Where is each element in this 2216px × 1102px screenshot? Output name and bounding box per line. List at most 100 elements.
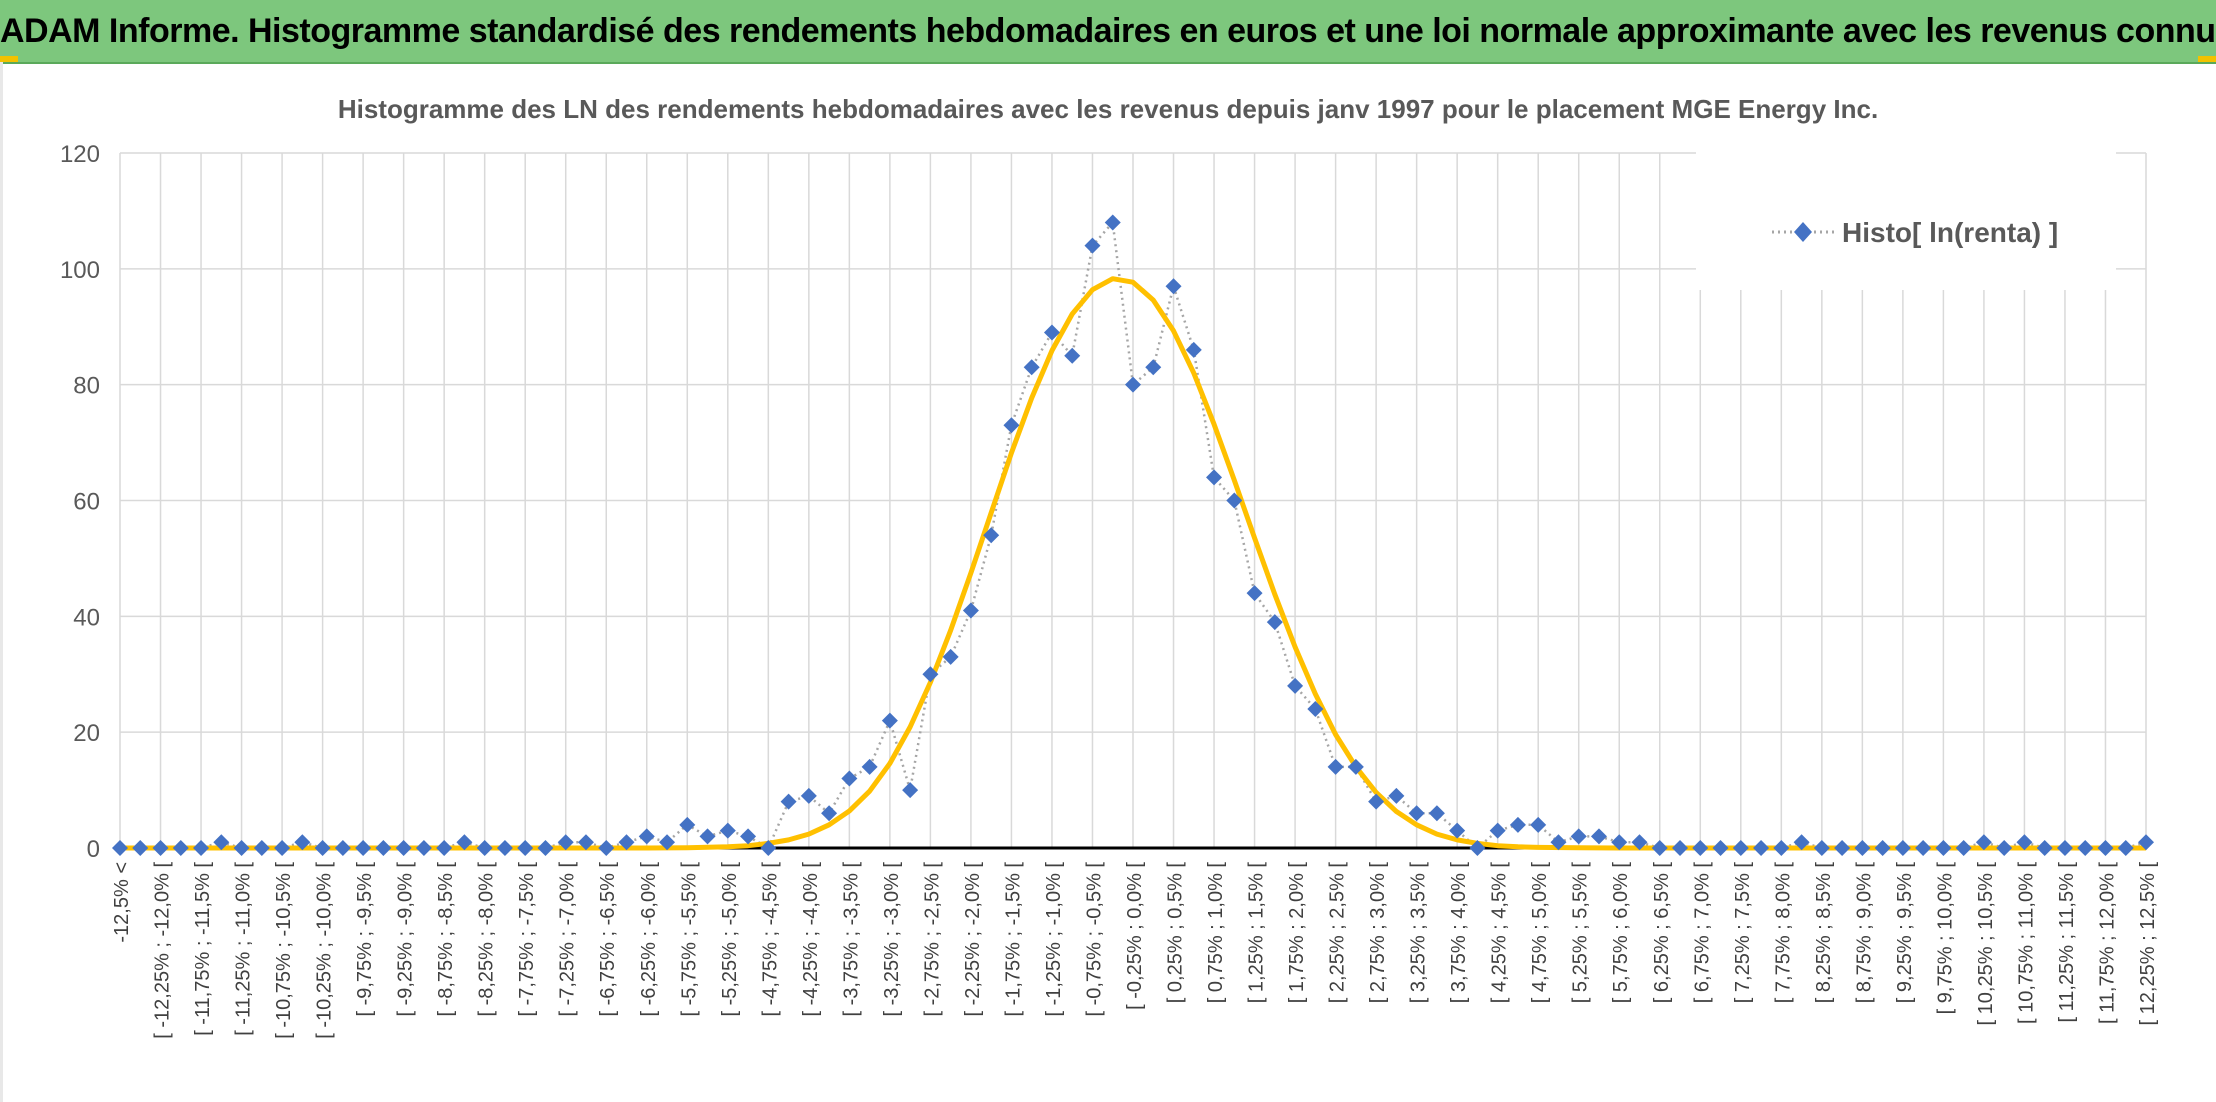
data-point-marker bbox=[841, 770, 858, 787]
x-tick-label: [ 1,25% ; 1,5% [ bbox=[1246, 862, 1268, 1004]
data-point-marker bbox=[1611, 834, 1628, 851]
data-point-marker bbox=[1773, 840, 1790, 856]
data-point-marker bbox=[1975, 834, 1992, 851]
data-point-marker bbox=[314, 840, 331, 856]
x-tick-label: [ 6,75% ; 7,0% [ bbox=[1691, 862, 1713, 1004]
data-point-marker bbox=[598, 840, 615, 856]
data-point-marker bbox=[1428, 805, 1445, 822]
data-point-marker bbox=[861, 758, 878, 775]
data-point-marker bbox=[1813, 840, 1830, 856]
x-tick-label: [ 12,25% ; 12,5% [ bbox=[2137, 862, 2159, 1026]
data-point-marker bbox=[638, 828, 655, 845]
data-point-marker bbox=[334, 840, 351, 856]
data-point-marker bbox=[1206, 469, 1223, 486]
accent-corner-right bbox=[2198, 56, 2216, 62]
x-tick-label: [ 0,75% ; 1,0% [ bbox=[1205, 862, 1227, 1004]
x-tick-label: [ -2,75% ; -2,5% [ bbox=[921, 862, 943, 1017]
x-tick-label: [ -7,75% ; -7,5% [ bbox=[516, 862, 538, 1017]
data-point-marker bbox=[1692, 840, 1709, 856]
x-tick-label: [ 5,25% ; 5,5% [ bbox=[1570, 862, 1592, 1004]
chart-title: Histogramme des LN des rendements hebdom… bbox=[338, 94, 1878, 124]
data-point-marker bbox=[193, 840, 210, 856]
data-point-marker bbox=[375, 840, 392, 856]
x-tick-label: [ -0,75% ; -0,5% [ bbox=[1083, 862, 1105, 1017]
data-point-marker bbox=[1064, 347, 1081, 364]
data-point-marker bbox=[1084, 237, 1101, 254]
data-point-marker bbox=[476, 840, 493, 856]
title-banner bbox=[0, 0, 2216, 64]
x-tick-label: [ 11,25% ; 11,5% [ bbox=[2056, 862, 2078, 1023]
data-point-marker bbox=[699, 828, 716, 845]
x-tick-label: [ -4,25% ; -4,0% [ bbox=[800, 862, 822, 1017]
x-tick-label: [ 4,75% ; 5,0% [ bbox=[1529, 862, 1551, 1004]
histogram-chart: Histogramme des LN des rendements hebdom… bbox=[60, 94, 2159, 1039]
data-point-marker bbox=[881, 712, 898, 729]
x-tick-label: [ -9,75% ; -9,5% [ bbox=[354, 862, 376, 1017]
data-point-marker bbox=[112, 840, 128, 856]
data-point-marker bbox=[1003, 417, 1020, 434]
data-point-marker bbox=[517, 840, 534, 856]
data-point-marker bbox=[172, 840, 189, 856]
x-tick-label: [ -0,25% ; 0,0% [ bbox=[1124, 862, 1146, 1010]
data-point-marker bbox=[2056, 840, 2073, 856]
data-point-marker bbox=[740, 828, 757, 845]
frame-edge bbox=[0, 62, 3, 1102]
data-point-marker bbox=[274, 840, 291, 856]
data-point-marker bbox=[537, 840, 554, 856]
data-point-marker bbox=[1469, 840, 1486, 856]
x-tick-label: [ 8,25% ; 8,5% [ bbox=[1813, 862, 1835, 1004]
data-point-marker bbox=[719, 822, 736, 839]
data-point-marker bbox=[1368, 793, 1385, 810]
x-tick-label: [ 1,75% ; 2,0% [ bbox=[1286, 862, 1308, 1004]
data-point-marker bbox=[1834, 840, 1851, 856]
y-tick-label: 20 bbox=[73, 720, 100, 747]
x-tick-label: -12,5% < bbox=[111, 862, 133, 943]
x-tick-label: [ -4,75% ; -4,5% [ bbox=[759, 862, 781, 1017]
data-point-marker bbox=[2117, 840, 2134, 856]
x-tick-label: [ -11,75% ; -11,5% [ bbox=[192, 862, 214, 1036]
y-tick-label: 80 bbox=[73, 373, 100, 400]
x-tick-label: [ -10,25% ; -10,0% [ bbox=[314, 862, 336, 1039]
data-point-marker bbox=[1550, 834, 1567, 851]
x-axis: -12,5% < [ -12,25% ; -12,0% [ [ -11,75% ; … bbox=[111, 846, 2159, 1039]
x-tick-label: [ 2,25% ; 2,5% [ bbox=[1327, 862, 1349, 1004]
data-point-marker bbox=[1530, 816, 1547, 833]
data-point-marker bbox=[1347, 758, 1364, 775]
series-layer bbox=[112, 214, 2154, 856]
x-tick-label: [ -5,25% ; -5,0% [ bbox=[719, 862, 741, 1017]
data-point-marker bbox=[1793, 834, 1810, 851]
data-point-marker bbox=[1246, 585, 1263, 602]
x-tick-label: [ 9,75% ; 10,0% [ bbox=[1934, 862, 1956, 1015]
x-tick-label: [ 10,75% ; 11,0% [ bbox=[2015, 862, 2037, 1024]
x-tick-label: [ -8,75% ; -8,5% [ bbox=[435, 862, 457, 1017]
data-point-marker bbox=[1489, 822, 1506, 839]
data-point-marker bbox=[436, 840, 453, 856]
x-tick-label: [ 6,25% ; 6,5% [ bbox=[1651, 862, 1673, 1004]
x-tick-label: [ -6,25% ; -6,0% [ bbox=[638, 862, 660, 1017]
normal-curve-line bbox=[120, 276, 2146, 851]
data-point-marker bbox=[1712, 840, 1729, 856]
histogram-connector-line bbox=[120, 219, 2147, 850]
data-point-marker bbox=[659, 834, 676, 851]
data-point-marker bbox=[1996, 840, 2013, 856]
data-point-marker bbox=[1449, 822, 1466, 839]
x-tick-label: [ -8,25% ; -8,0% [ bbox=[476, 862, 498, 1017]
x-tick-label: [ 3,75% ; 4,0% [ bbox=[1448, 862, 1470, 1004]
y-tick-label: 60 bbox=[73, 489, 100, 516]
data-point-marker bbox=[213, 834, 230, 851]
x-tick-label: [ -2,25% ; -2,0% [ bbox=[962, 862, 984, 1017]
data-point-marker bbox=[496, 840, 513, 856]
data-point-marker bbox=[1327, 758, 1344, 775]
x-tick-label: [ -3,75% ; -3,5% [ bbox=[840, 862, 862, 1017]
y-axis: 0 20 40 60 80 100 120 bbox=[60, 141, 100, 863]
legend: Histo[ ln(renta) ] bbox=[1696, 130, 2116, 290]
data-point-marker bbox=[1185, 341, 1202, 358]
data-point-marker bbox=[800, 787, 817, 804]
y-tick-label: 0 bbox=[87, 836, 100, 863]
x-tick-label: [ -12,25% ; -12,0% [ bbox=[152, 862, 174, 1039]
data-point-marker bbox=[1935, 840, 1952, 856]
data-point-marker bbox=[821, 805, 838, 822]
data-point-marker bbox=[1408, 805, 1425, 822]
x-tick-label: [ 9,25% ; 9,5% [ bbox=[1894, 862, 1916, 1004]
data-point-marker bbox=[233, 840, 250, 856]
